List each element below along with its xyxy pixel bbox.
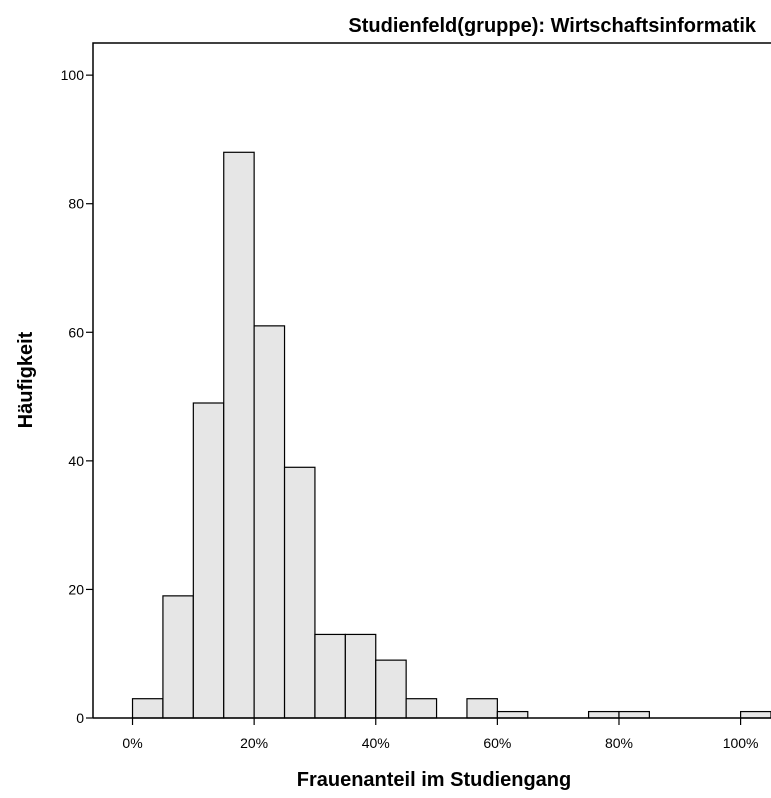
histogram-bar xyxy=(344,633,377,719)
y-tick-label: 20 xyxy=(68,581,84,597)
histogram-bar xyxy=(314,633,346,719)
y-tick-label: 60 xyxy=(68,324,84,340)
histogram-bar xyxy=(496,710,529,719)
histogram-bar xyxy=(739,710,771,719)
histogram-bar xyxy=(192,402,225,719)
histogram-bar xyxy=(223,151,255,719)
y-tick-label: 100 xyxy=(61,67,85,83)
x-axis-label: Frauenanteil im Studiengang xyxy=(297,769,571,791)
histogram-bar xyxy=(131,698,164,719)
histogram-bar xyxy=(162,595,194,719)
histogram-bar xyxy=(375,659,407,719)
plot-area: 0 20 40 60 80 100 0% 20% 40% 60% 80% 100% xyxy=(61,42,771,751)
histogram-bar xyxy=(405,698,438,719)
histogram-bar xyxy=(283,466,316,719)
chart-title: Studienfeld(gruppe): Wirtschaftsinformat… xyxy=(348,15,756,37)
histogram-bar xyxy=(466,698,498,719)
y-tick-label: 80 xyxy=(68,196,84,212)
x-tick-label: 60% xyxy=(483,735,511,751)
y-axis-label: Häufigkeit xyxy=(15,331,37,428)
histogram-bar xyxy=(253,325,286,719)
x-tick-label: 20% xyxy=(240,735,268,751)
x-tick-label: 80% xyxy=(605,735,633,751)
y-tick-label: 40 xyxy=(68,453,84,469)
histogram-bar xyxy=(618,710,650,719)
histogram-bar xyxy=(587,710,620,719)
x-tick-label: 0% xyxy=(122,735,142,751)
x-tick-label: 100% xyxy=(723,735,759,751)
y-tick-label: 0 xyxy=(76,710,84,726)
plot-frame xyxy=(92,42,771,718)
x-tick-label: 40% xyxy=(362,735,390,751)
